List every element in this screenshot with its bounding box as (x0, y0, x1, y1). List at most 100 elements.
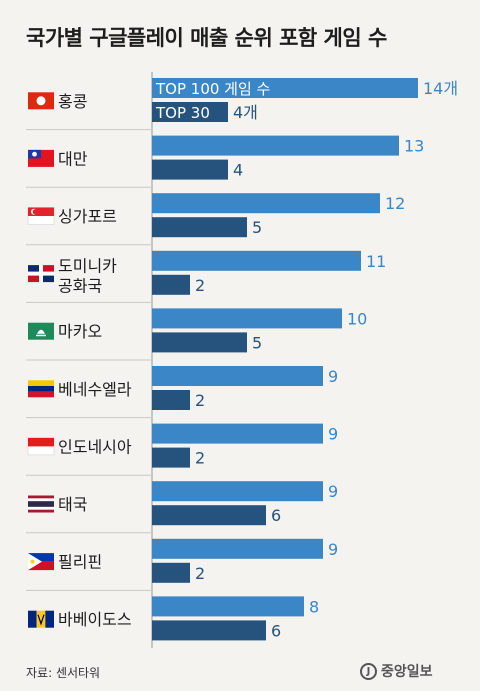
bar-top30 (152, 274, 190, 295)
category-label: 싱가포르 (58, 207, 117, 226)
flag-center-band (36, 610, 46, 628)
chart-row: 마카오 10 5 (26, 308, 367, 361)
flag-q4 (43, 275, 54, 283)
flag-red-band (28, 437, 54, 447)
flag-water (36, 334, 46, 337)
category-label: 대만 (58, 149, 88, 168)
bar-top30 (152, 217, 247, 238)
flag-crescent-cut (32, 209, 38, 215)
value-label-top30: 2 (195, 276, 205, 295)
bar-top100 (152, 538, 323, 559)
flag-q3 (28, 275, 39, 283)
value-label-top100: 8 (309, 597, 319, 616)
bar-top30 (152, 562, 190, 583)
chart-row: 필리핀 9 2 (26, 538, 338, 591)
publisher-name: 중앙일보 (381, 664, 433, 680)
hong-kong-flag (28, 92, 54, 110)
flag-red-band (28, 391, 54, 398)
category-label: 도미니카 (58, 257, 117, 276)
value-label-top30: 2 (195, 391, 205, 410)
flag-emblem (36, 96, 46, 106)
flag-q2 (43, 265, 54, 272)
bar-top100 (152, 423, 323, 444)
bar-top100 (152, 366, 323, 386)
value-label-top30: 6 (271, 621, 281, 640)
value-label-top100: 11 (366, 252, 386, 271)
flag-triangle (28, 553, 42, 571)
category-label: 필리핀 (58, 553, 102, 572)
value-label-top30: 5 (252, 333, 262, 352)
category-label: 마카오 (58, 322, 102, 341)
barbados-flag (28, 610, 54, 628)
value-label-top100: 14개 (423, 79, 458, 98)
publisher-mark-icon: J (360, 662, 377, 680)
bar-top100 (152, 308, 342, 329)
flag-yellow-band (28, 380, 54, 386)
value-label-top100: 12 (385, 194, 405, 213)
philippines-flag (28, 553, 54, 571)
bar-top100 (152, 78, 418, 98)
category-label: 베네수엘라 (58, 380, 132, 399)
category-label: 인도네시아 (58, 437, 132, 456)
chart-row: 대만 13 4 (26, 135, 424, 188)
flag-blue-band (28, 385, 54, 392)
dominican-republic-flag (28, 265, 54, 283)
flag-q1 (28, 265, 39, 272)
bar-top30 (152, 447, 190, 468)
chart-row: 베네수엘라 9 2 (26, 366, 338, 419)
source-note: 자료: 센서타워 (26, 666, 101, 680)
bar-top30 (152, 102, 228, 122)
value-label-top100: 13 (404, 137, 424, 156)
flag-trident (37, 614, 45, 626)
flag-sun (32, 151, 37, 157)
category-label: 공화국 (58, 277, 102, 296)
value-label-top100: 10 (347, 309, 367, 328)
value-label-top30: 2 (195, 449, 205, 468)
bar-top100 (152, 596, 304, 617)
category-label: 홍콩 (58, 92, 87, 111)
value-label-top100: 9 (328, 425, 338, 444)
chart-row: 바베이도스 8 6 (28, 596, 319, 641)
flag-red-band (28, 561, 54, 571)
flag-top-band (28, 207, 54, 216)
bar-top100 (152, 193, 380, 214)
bar-top100 (152, 481, 323, 502)
singapore-flag (27, 207, 55, 225)
bar-top30 (152, 620, 266, 641)
taiwan-flag (28, 149, 54, 167)
flag-lotus (37, 329, 45, 334)
flag-left-band (28, 610, 37, 628)
bar-top100 (152, 135, 399, 156)
bar-top30 (152, 332, 247, 353)
venezuela-flag (28, 380, 54, 398)
category-label: 태국 (58, 495, 87, 514)
chart-row: 싱가포르 12 5 (26, 193, 405, 246)
publisher-logo: J 중앙일보 (360, 661, 433, 681)
value-label-top30: 5 (252, 218, 262, 237)
bar-top30 (152, 390, 190, 410)
chart-row: 홍콩 14개 4개 TOP 100 게임 수 TOP 30 (26, 78, 458, 131)
flag-sun (30, 559, 35, 564)
flag-blue-band (28, 553, 54, 562)
legend-top100: TOP 100 게임 수 (155, 80, 270, 98)
legend-top30: TOP 30 (155, 104, 210, 122)
value-label-top100: 9 (328, 540, 338, 559)
flag-blue-band (28, 501, 54, 507)
bar-top30 (152, 505, 266, 526)
category-label: 바베이도스 (58, 610, 132, 629)
chart-row: 태국 9 6 (26, 481, 338, 534)
value-label-top30: 2 (195, 564, 205, 583)
value-label-top30: 4개 (233, 103, 258, 122)
value-label-top30: 4 (233, 161, 243, 180)
bar-top30 (152, 159, 228, 180)
bar-top100 (152, 250, 361, 271)
indonesia-flag (27, 437, 55, 456)
value-label-top100: 9 (328, 482, 338, 501)
flag-right-band (45, 610, 54, 628)
value-label-top30: 6 (271, 506, 281, 525)
chart-row: 인도네시아 9 2 (26, 423, 338, 476)
thailand-flag (28, 495, 54, 513)
value-label-top100: 9 (328, 367, 338, 386)
